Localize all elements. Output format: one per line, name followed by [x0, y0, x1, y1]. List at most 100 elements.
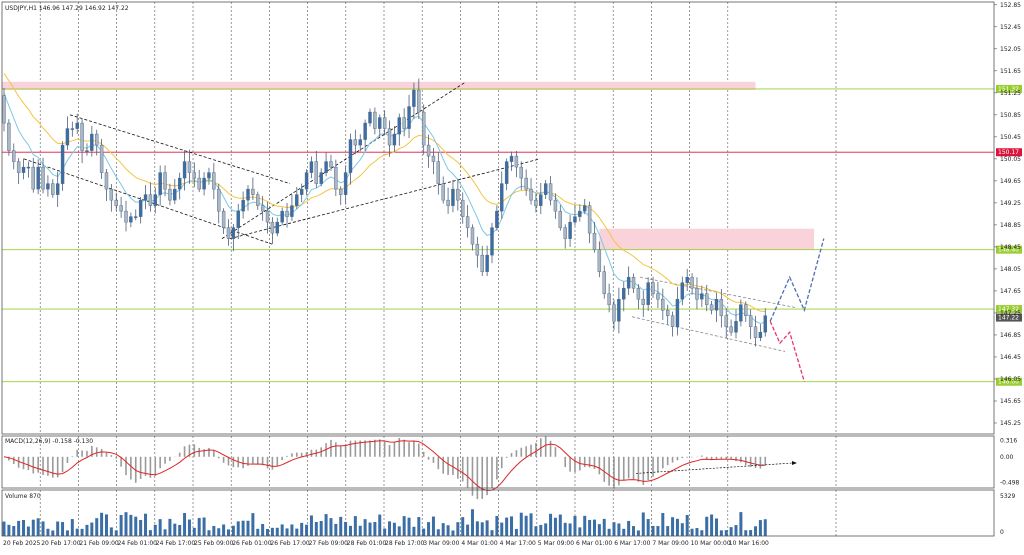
candle-body — [724, 315, 728, 327]
volume-bar — [31, 519, 35, 536]
volume-bar — [739, 512, 743, 536]
candle-body — [70, 128, 75, 130]
candle-body — [685, 276, 689, 283]
candle — [104, 169, 109, 202]
candle — [319, 168, 323, 187]
time-tick-label: 6 Mar 01:00 — [576, 540, 612, 547]
macd-arrow-head — [792, 461, 797, 466]
candle-body — [661, 298, 665, 311]
forecast-arrows[interactable] — [769, 238, 825, 382]
volume-bar — [36, 518, 40, 536]
candle — [75, 113, 79, 135]
volume-bar — [627, 520, 631, 536]
price-tick-label: 149.65 — [1000, 178, 1021, 185]
candle — [173, 178, 177, 205]
candle — [587, 201, 592, 244]
candle-body — [280, 210, 284, 223]
volume-bar — [285, 528, 289, 536]
candle-body — [563, 227, 567, 239]
candle — [573, 204, 577, 226]
candle-body — [617, 298, 621, 322]
volume-bar — [695, 528, 699, 536]
candle — [343, 165, 348, 205]
candle — [138, 196, 143, 224]
candle-body — [631, 276, 636, 289]
candle-body — [51, 183, 55, 195]
macd-tick-label: 0.00 — [1000, 454, 1014, 461]
candle — [465, 205, 470, 238]
candle-body — [21, 166, 26, 173]
volume-bar — [197, 517, 201, 536]
candle-body — [622, 287, 626, 300]
candle — [275, 217, 279, 237]
candle — [41, 157, 45, 194]
candle — [695, 277, 699, 310]
macd-tick-label: 0.316 — [1000, 437, 1017, 444]
candle-body — [402, 117, 406, 129]
candle — [451, 179, 455, 213]
volume-bar — [427, 522, 431, 536]
candle — [631, 273, 636, 294]
candle — [436, 152, 441, 195]
candle — [226, 219, 231, 246]
volume-bar — [17, 520, 21, 536]
volume-bar — [153, 524, 157, 536]
volume-bar — [368, 522, 372, 536]
candle-body — [26, 166, 31, 169]
volume-bar — [305, 524, 309, 536]
candle — [763, 308, 767, 337]
trendlines[interactable] — [23, 81, 796, 352]
candle — [231, 223, 236, 252]
volume-bar — [431, 516, 435, 536]
price-tick-label: 150.85 — [1000, 112, 1021, 119]
candle — [431, 147, 436, 175]
volume-bar — [134, 516, 138, 536]
candle — [358, 134, 362, 152]
time-tick-label: 10 Mar 00:00 — [691, 540, 731, 547]
volume-bar — [632, 526, 636, 536]
volume-bar — [597, 524, 601, 536]
volume-bar — [744, 530, 748, 536]
candle — [636, 284, 641, 310]
candle-body — [129, 216, 133, 223]
candle-body — [665, 309, 670, 316]
volume-bar — [373, 522, 377, 536]
candle — [90, 125, 94, 157]
candle-body — [334, 166, 338, 190]
candle — [612, 299, 616, 331]
candle-body — [75, 122, 79, 129]
candle — [251, 177, 255, 200]
candle-body — [358, 139, 362, 146]
volume-bar — [680, 523, 684, 536]
candle — [543, 180, 548, 199]
horizontal-levels[interactable]: 151.32 150.17 148.40 147.32 146.00 147.22 — [2, 84, 1022, 386]
candle-body — [680, 282, 685, 300]
level-price-label: 148.40 — [998, 247, 1019, 254]
volume-bar — [383, 528, 387, 536]
volume-bar — [51, 530, 55, 536]
volume-bar — [183, 513, 187, 536]
candle — [734, 309, 738, 339]
candle — [7, 119, 11, 156]
candle — [500, 171, 504, 219]
candle — [207, 167, 211, 185]
volume-bar — [685, 515, 689, 536]
candle — [475, 236, 480, 268]
candle-body — [392, 133, 397, 146]
volume-bar — [485, 520, 489, 536]
candle — [368, 108, 372, 127]
candle-body — [373, 111, 377, 129]
volume-bar — [641, 512, 645, 536]
candle-body — [744, 304, 748, 316]
price-tick-label: 147.25 — [1000, 310, 1021, 317]
volume-bar — [588, 519, 592, 536]
candle — [558, 205, 563, 231]
bullish-forecast-arrow — [769, 238, 825, 322]
candle — [607, 283, 611, 313]
candle — [114, 192, 118, 211]
candle — [690, 273, 694, 295]
volume-bar — [666, 526, 670, 536]
candle-body — [329, 161, 333, 168]
